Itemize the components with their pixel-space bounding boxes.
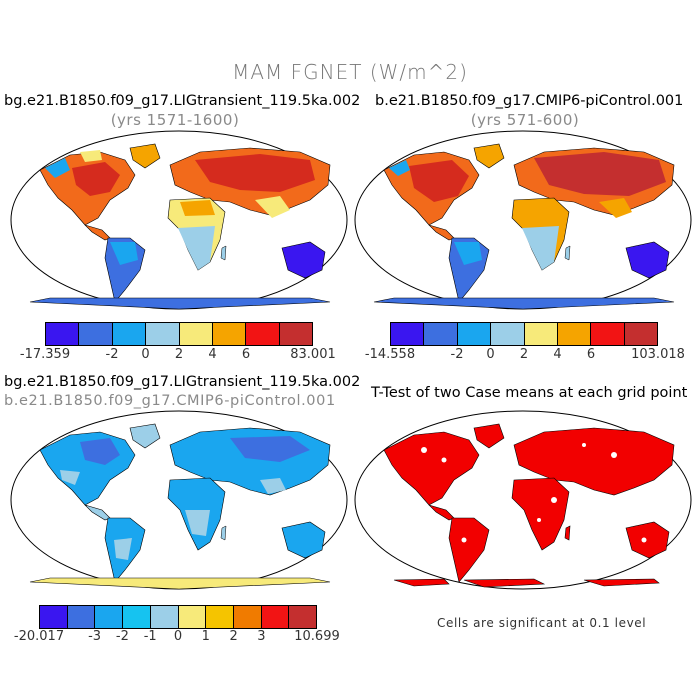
colorbar-bl bbox=[39, 605, 317, 629]
colorbar-tl-label: 0 bbox=[141, 347, 150, 362]
panel-tl-title: bg.e21.B1850.f09_g17.LIGtransient_119.5k… bbox=[4, 93, 361, 109]
colorbar-swatch bbox=[279, 323, 312, 345]
colorbar-tr-label: 4 bbox=[553, 347, 562, 362]
colorbar-swatch bbox=[591, 323, 625, 345]
colorbar-tr bbox=[390, 322, 658, 346]
colorbar-tl-label: 6 bbox=[241, 347, 251, 362]
colorbar-bl-label: -3 bbox=[88, 629, 102, 644]
colorbar-tl bbox=[45, 322, 313, 346]
panel-tr-title: b.e21.B1850.f09_g17.CMIP6-piControl.001 bbox=[375, 93, 684, 109]
colorbar-swatch bbox=[40, 606, 68, 628]
colorbar-tl-label-min: -17.359 bbox=[19, 347, 71, 362]
colorbar-bl-label: 1 bbox=[201, 629, 210, 644]
colorbar-swatch bbox=[246, 323, 280, 345]
colorbar-bl-label-max: 10.699 bbox=[294, 629, 340, 644]
colorbar-tl-label: 4 bbox=[208, 347, 217, 362]
colorbar-swatch bbox=[46, 323, 80, 345]
colorbar-tl-labels: -17.359 -2 0 2 4 6 83.001 bbox=[20, 347, 336, 363]
panel-tl-subtitle: (yrs 1571-1600) bbox=[110, 111, 240, 129]
colorbar-swatch bbox=[624, 323, 657, 345]
colorbar-swatch bbox=[179, 323, 213, 345]
colorbar-bl-labels: -20.017 -3 -2 -1 0 1 2 3 10.699 bbox=[14, 629, 340, 645]
panel-tr-subtitle: (yrs 571-600) bbox=[470, 111, 580, 129]
colorbar-swatch bbox=[233, 606, 262, 628]
colorbar-tl-label-max: 83.001 bbox=[290, 347, 336, 362]
colorbar-swatch bbox=[212, 323, 247, 345]
figure-title: MAM FGNET (W/m^2) bbox=[232, 60, 468, 84]
colorbar-tr-label-min: -14.558 bbox=[364, 347, 416, 362]
map-case-lig bbox=[10, 130, 348, 310]
colorbar-swatch bbox=[79, 323, 113, 345]
colorbar-swatch bbox=[491, 323, 525, 345]
colorbar-swatch bbox=[206, 606, 234, 628]
map-case-picontrol bbox=[354, 130, 692, 310]
map-ttest-significance bbox=[354, 410, 692, 590]
panel-bl-subtitle: b.e21.B1850.f09_g17.CMIP6-piControl.001 bbox=[4, 393, 336, 409]
colorbar-swatch bbox=[391, 323, 425, 345]
colorbar-swatch bbox=[424, 323, 458, 345]
colorbar-swatch bbox=[261, 606, 290, 628]
significance-note: Cells are significant at 0.1 level bbox=[437, 616, 647, 630]
colorbar-tr-label: -2 bbox=[450, 347, 464, 362]
colorbar-swatch bbox=[557, 323, 592, 345]
colorbar-bl-label: -1 bbox=[143, 629, 157, 644]
significance-cells bbox=[383, 423, 675, 588]
colorbar-swatch bbox=[150, 606, 179, 628]
colorbar-tr-labels: -14.558 -2 0 2 4 6 103.018 bbox=[365, 347, 685, 363]
colorbar-swatch bbox=[457, 323, 492, 345]
colorbar-tl-label: 2 bbox=[174, 347, 184, 362]
colorbar-tr-label: 6 bbox=[586, 347, 596, 362]
colorbar-swatch bbox=[146, 323, 180, 345]
colorbar-tr-label-max: 103.018 bbox=[631, 347, 685, 362]
map-difference bbox=[10, 410, 348, 590]
colorbar-swatch bbox=[178, 606, 207, 628]
colorbar-tl-label: -2 bbox=[105, 347, 119, 362]
colorbar-swatch bbox=[123, 606, 151, 628]
colorbar-swatch bbox=[95, 606, 124, 628]
colorbar-swatch bbox=[112, 323, 147, 345]
colorbar-bl-label: -2 bbox=[115, 629, 129, 644]
colorbar-tr-label: 2 bbox=[519, 347, 529, 362]
colorbar-bl-label: 2 bbox=[229, 629, 238, 644]
non-significant-gaps bbox=[421, 443, 647, 543]
panel-br-title: T-Test of two Case means at each grid po… bbox=[371, 385, 688, 401]
colorbar-swatch bbox=[67, 606, 96, 628]
panel-bl-title: bg.e21.B1850.f09_g17.LIGtransient_119.5k… bbox=[4, 374, 361, 390]
colorbar-bl-label: 0 bbox=[173, 629, 183, 644]
colorbar-swatch bbox=[524, 323, 558, 345]
colorbar-tr-label: 0 bbox=[486, 347, 495, 362]
colorbar-swatch bbox=[289, 606, 317, 628]
colorbar-bl-label: 3 bbox=[257, 629, 266, 644]
colorbar-bl-label-min: -20.017 bbox=[13, 629, 65, 644]
